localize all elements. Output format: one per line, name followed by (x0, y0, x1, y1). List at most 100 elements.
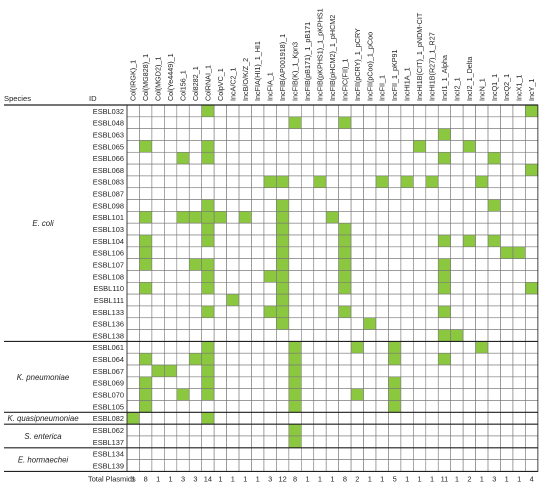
cell-absent (462, 341, 476, 354)
cell-absent (338, 199, 352, 212)
cell-present (263, 305, 277, 319)
column-label-inci2-1-delta: IncI2_1_Delta (465, 57, 474, 101)
cell-present (388, 400, 402, 413)
cell-absent (350, 352, 364, 366)
cell-absent (176, 412, 190, 425)
cell-absent (475, 211, 489, 224)
cell-absent (375, 187, 389, 200)
cell-absent (238, 234, 252, 248)
cell-absent (313, 447, 327, 460)
cell-absent (525, 293, 539, 307)
column-label-incx1-1: IncX1_1 (515, 75, 524, 101)
cell-absent (263, 293, 277, 307)
cell-absent (226, 187, 240, 200)
column-label-col-irgk-1: Col(IRGK)_1 (129, 60, 138, 101)
cell-absent (325, 151, 339, 165)
cell-absent (238, 352, 252, 366)
column-label-incfii-pcoo-1-pcoo: IncFII(pCoo)_1_pCoo (365, 32, 374, 101)
cell-absent (126, 128, 140, 141)
cell-absent (437, 423, 451, 437)
cell-absent (487, 270, 501, 283)
cell-absent (188, 246, 202, 259)
row-id-esbl087: ESBL087 (93, 190, 124, 199)
cell-absent (512, 364, 526, 378)
column-label-incq2-1: IncQ2_1 (502, 74, 511, 101)
cell-absent (213, 435, 227, 449)
cell-absent (462, 388, 476, 401)
cell-absent (475, 412, 489, 425)
total-value-incfic-fii-1: 8 (343, 474, 347, 483)
cell-absent (313, 211, 327, 224)
cell-absent (188, 199, 202, 212)
cell-absent (201, 329, 215, 342)
cell-absent (462, 199, 476, 212)
cell-absent (188, 388, 202, 401)
cell-absent (164, 329, 178, 342)
cell-absent (462, 459, 476, 472)
cell-absent (164, 175, 178, 189)
cell-absent (450, 447, 464, 460)
cell-absent (201, 128, 215, 141)
cell-absent (512, 435, 526, 449)
total-value-col-mgd2-1: 1 (156, 474, 160, 483)
cell-absent (251, 211, 265, 224)
cell-present (201, 258, 215, 271)
cell-present (139, 400, 153, 413)
cell-present (388, 352, 402, 366)
cell-absent (475, 104, 489, 118)
cell-absent (276, 187, 290, 200)
cell-present (276, 222, 290, 236)
column-label-inci2-1: IncI2_1 (452, 77, 461, 101)
column-label-inchi1a-1: IncHI1A_1 (403, 67, 412, 101)
cell-absent (126, 388, 140, 401)
cell-absent (475, 317, 489, 330)
cell-absent (300, 364, 315, 378)
cell-absent (238, 187, 252, 200)
cell-absent (512, 447, 526, 460)
column-label-incfib-phcm2-1-phcm2: IncFIB(pHCM2)_1_pHCM2 (328, 15, 337, 101)
cell-absent (512, 341, 526, 354)
cell-absent (288, 447, 302, 460)
column-label-incfii-1: IncFII_1 (378, 75, 387, 101)
cell-present (238, 211, 252, 224)
cell-absent (151, 293, 165, 307)
row-id-esbl068: ESBL068 (93, 166, 124, 175)
cell-absent (226, 163, 240, 177)
cell-absent (512, 116, 526, 129)
cell-absent (238, 116, 252, 129)
cell-absent (512, 175, 526, 189)
cell-absent (413, 317, 427, 330)
cell-present (338, 281, 352, 295)
cell-absent (350, 293, 364, 307)
cell-absent (226, 151, 240, 165)
cell-absent (475, 128, 489, 141)
cell-absent (126, 317, 140, 330)
cell-present (462, 140, 476, 153)
cell-absent (276, 352, 290, 366)
cell-absent (375, 246, 389, 259)
cell-absent (425, 211, 439, 224)
cell-absent (525, 376, 539, 389)
cell-present (413, 140, 427, 153)
cell-absent (512, 234, 526, 248)
cell-absent (350, 246, 364, 259)
cell-absent (475, 140, 489, 153)
cell-absent (313, 459, 327, 472)
cell-absent (437, 376, 451, 389)
column-label-inchi1b-cit-1-pndm-cit: IncHI1B(CIT)_1_pNDM-CIT (415, 12, 424, 101)
cell-absent (151, 140, 165, 153)
row-id-esbl064: ESBL064 (93, 355, 124, 364)
cell-absent (176, 423, 190, 437)
cell-absent (350, 163, 364, 177)
cell-absent (375, 459, 389, 472)
cell-absent (425, 317, 439, 330)
cell-absent (176, 270, 190, 283)
cell-present (338, 305, 352, 319)
cell-absent (525, 128, 539, 141)
cell-absent (325, 447, 339, 460)
cell-absent (139, 151, 153, 165)
cell-absent (325, 234, 339, 248)
cell-absent (325, 258, 339, 271)
cell-present (213, 211, 227, 224)
